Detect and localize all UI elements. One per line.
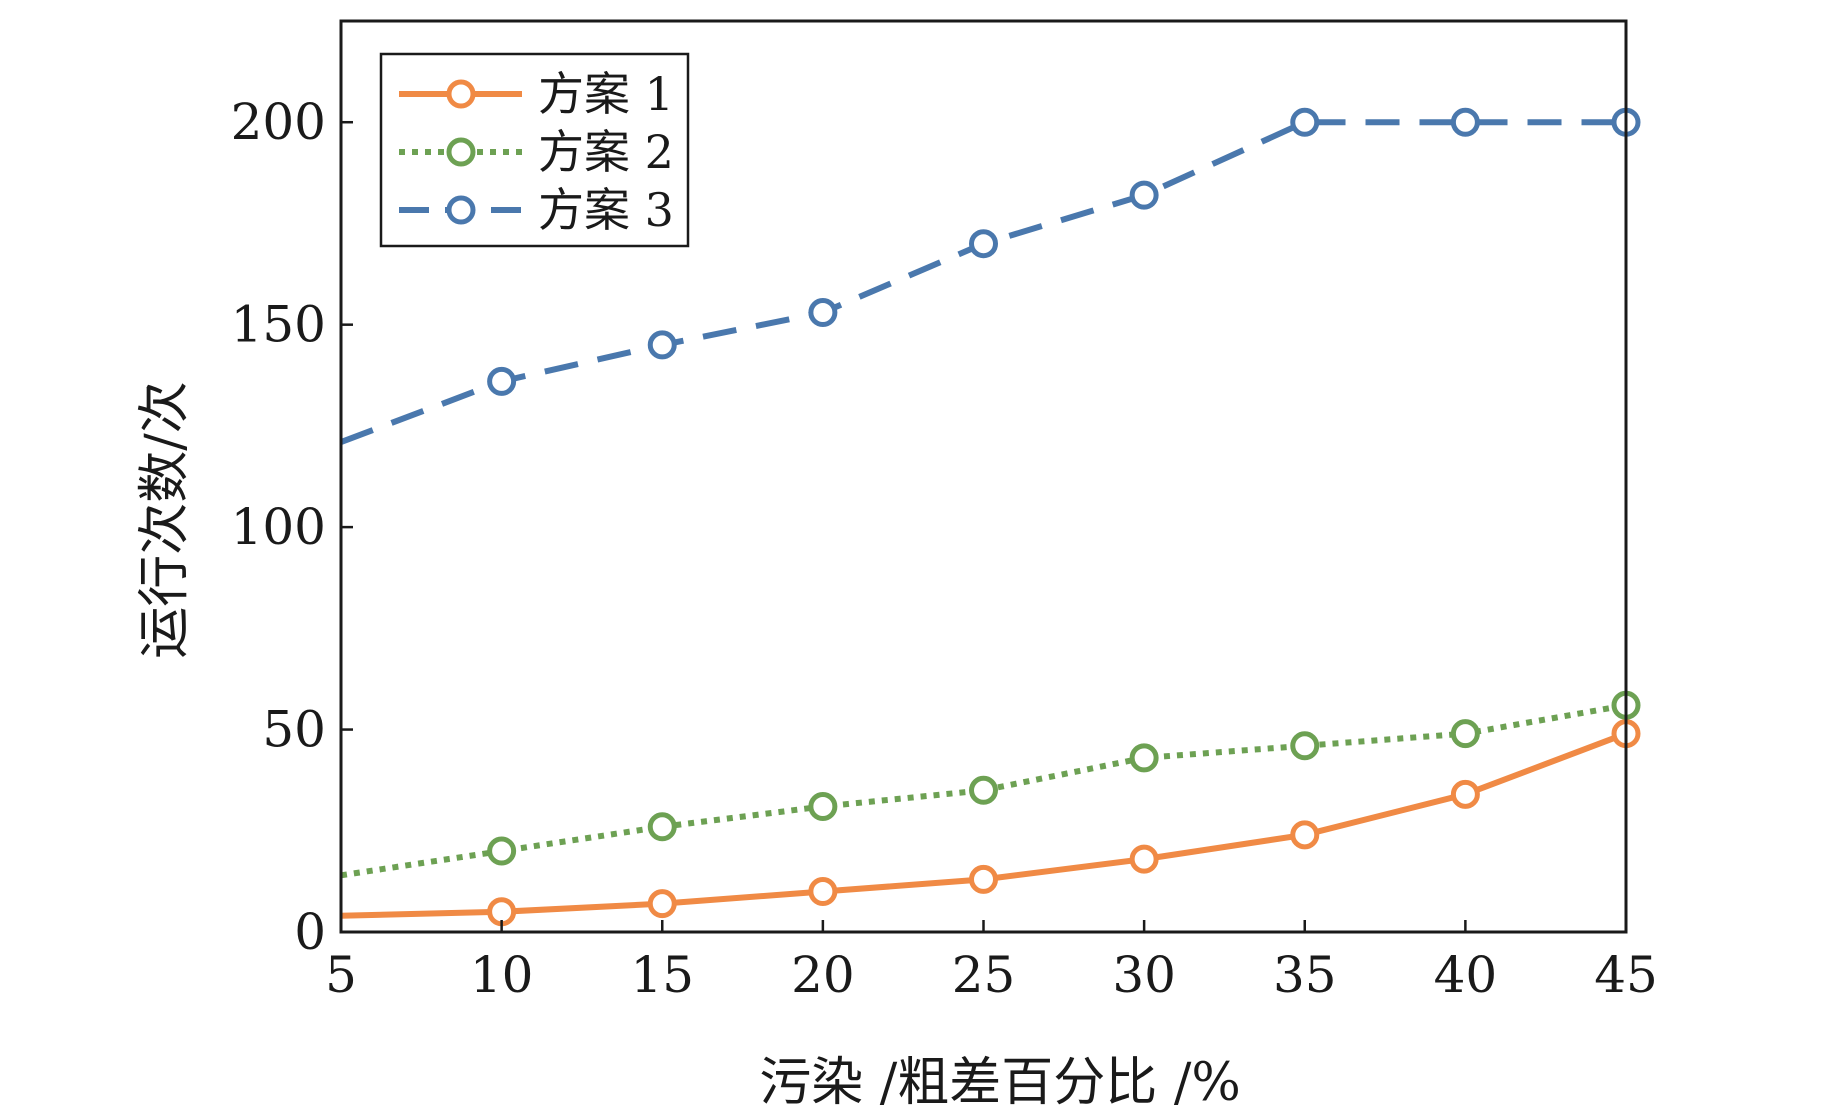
data-point <box>647 330 677 360</box>
x-tick-label: 40 <box>1434 946 1498 1004</box>
legend-box <box>379 52 690 248</box>
series-2 <box>340 690 1641 879</box>
legend-marker <box>446 195 476 225</box>
x-axis-title: 污染 /粗差百分比 /% <box>759 1053 1241 1110</box>
x-tick-label: 10 <box>470 946 534 1004</box>
series-line <box>340 702 1627 879</box>
data-point <box>1290 107 1320 137</box>
data-point <box>647 812 677 842</box>
data-point <box>1450 107 1480 137</box>
data-point <box>487 836 517 866</box>
data-point <box>808 298 838 328</box>
data-point <box>1129 743 1159 773</box>
x-tick-label: 20 <box>791 946 855 1004</box>
data-point <box>1129 844 1159 874</box>
data-point <box>808 791 838 821</box>
legend-marker <box>446 137 476 167</box>
legend-item: 方案 3 <box>399 183 674 237</box>
data-point <box>647 889 677 919</box>
series-layer <box>339 107 1641 927</box>
legend-item: 方案 1 <box>399 67 674 121</box>
data-point <box>1290 731 1320 761</box>
y-tick-label: 50 <box>262 701 326 759</box>
ticks-layer: 5 10 15 20 25 30 35 40 45 0 50 100 150 200 <box>231 93 1658 1004</box>
legend-marker <box>446 79 476 109</box>
x-tick-label: 15 <box>630 946 694 1004</box>
x-tick-label: 45 <box>1594 946 1658 1004</box>
legend: 方案 1方案 2方案 3 <box>379 52 690 248</box>
y-axis-title: 运行次数/次 <box>135 381 195 659</box>
legend-label: 方案 2 <box>538 125 674 179</box>
data-point <box>1129 180 1159 210</box>
x-tick-label: 25 <box>952 946 1016 1004</box>
y-tick-label: 100 <box>231 498 326 556</box>
x-tick-label: 5 <box>325 946 357 1004</box>
y-tick-label: 150 <box>231 296 326 354</box>
series-3 <box>339 107 1641 445</box>
y-tick-label: 200 <box>231 93 326 151</box>
data-point <box>1450 779 1480 809</box>
data-point <box>1290 820 1320 850</box>
series-1 <box>340 719 1641 927</box>
data-point <box>808 877 838 907</box>
legend-item: 方案 2 <box>399 125 674 179</box>
x-tick-label: 30 <box>1112 946 1176 1004</box>
data-point <box>969 229 998 259</box>
legend-label: 方案 1 <box>538 67 674 121</box>
data-point <box>969 864 998 894</box>
data-point <box>969 775 998 805</box>
data-point <box>1450 719 1480 749</box>
legend-label: 方案 3 <box>538 183 674 237</box>
x-tick-label: 35 <box>1273 946 1337 1004</box>
data-point <box>487 366 517 396</box>
y-tick-label: 0 <box>294 903 326 961</box>
